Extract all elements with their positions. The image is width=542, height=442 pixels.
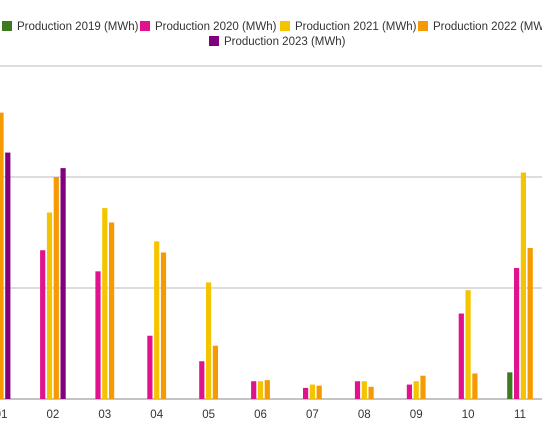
bar[interactable] (53, 177, 59, 399)
bar[interactable] (257, 381, 264, 399)
bar[interactable] (206, 282, 212, 399)
bar[interactable] (212, 345, 218, 399)
bar[interactable] (406, 384, 412, 399)
bar[interactable] (458, 313, 464, 399)
bar[interactable] (95, 271, 101, 399)
bar[interactable] (60, 168, 66, 399)
bar[interactable] (160, 252, 167, 399)
legend-swatch (2, 21, 12, 31)
x-tick-label: 08 (358, 409, 371, 421)
x-tick-label: 02 (47, 409, 60, 421)
legend: Production 2019 (MWh) Production 2020 (MW… (2, 21, 542, 48)
bar[interactable] (472, 373, 478, 399)
legend-label[interactable]: Production 2019 (MWh) (17, 21, 139, 33)
bars (0, 112, 533, 400)
bar[interactable] (264, 380, 270, 399)
bar[interactable] (413, 381, 419, 399)
bar[interactable] (46, 212, 53, 399)
x-tick-label: 01 (0, 409, 7, 421)
bar[interactable] (465, 290, 471, 399)
bar[interactable] (354, 381, 361, 399)
x-tick-label: 11 (514, 409, 526, 421)
bar[interactable] (147, 335, 153, 399)
x-tick-label: 06 (254, 409, 267, 421)
legend-swatch (280, 21, 290, 31)
bar[interactable] (420, 375, 426, 399)
bar[interactable] (251, 381, 257, 399)
legend-label[interactable]: Production 2023 (MWh) (224, 36, 346, 48)
legend-swatch (140, 21, 150, 31)
bar[interactable] (154, 241, 160, 399)
bar[interactable] (527, 248, 533, 399)
x-tick-label: 05 (202, 409, 215, 421)
bar[interactable] (40, 250, 46, 399)
bar[interactable] (507, 372, 513, 399)
legend-label[interactable]: Production 2021 (MWh) (295, 21, 417, 33)
bar[interactable] (361, 381, 367, 399)
bar[interactable] (309, 384, 315, 399)
bar[interactable] (316, 385, 322, 399)
bar[interactable] (303, 387, 309, 399)
gridlines (0, 65, 542, 400)
x-tick-labels: 01 02 03 04 05 06 07 08 09 10 11 (0, 409, 526, 421)
bar[interactable] (368, 386, 374, 399)
legend-swatch (418, 21, 428, 31)
legend-label[interactable]: Production 2022 (MWh) (433, 21, 542, 33)
bar[interactable] (109, 222, 115, 399)
x-tick-label: 07 (306, 409, 319, 421)
bar[interactable] (5, 152, 11, 399)
x-tick-label: 03 (98, 409, 111, 421)
bar[interactable] (520, 172, 526, 399)
bar[interactable] (102, 208, 108, 399)
bar[interactable] (514, 268, 520, 399)
x-tick-label: 10 (462, 409, 475, 421)
x-tick-label: 04 (150, 409, 163, 421)
x-tick-label: 09 (410, 409, 423, 421)
legend-label[interactable]: Production 2020 (MWh) (155, 21, 277, 33)
bar[interactable] (0, 112, 4, 400)
bar[interactable] (199, 361, 205, 399)
legend-swatch (209, 36, 219, 46)
